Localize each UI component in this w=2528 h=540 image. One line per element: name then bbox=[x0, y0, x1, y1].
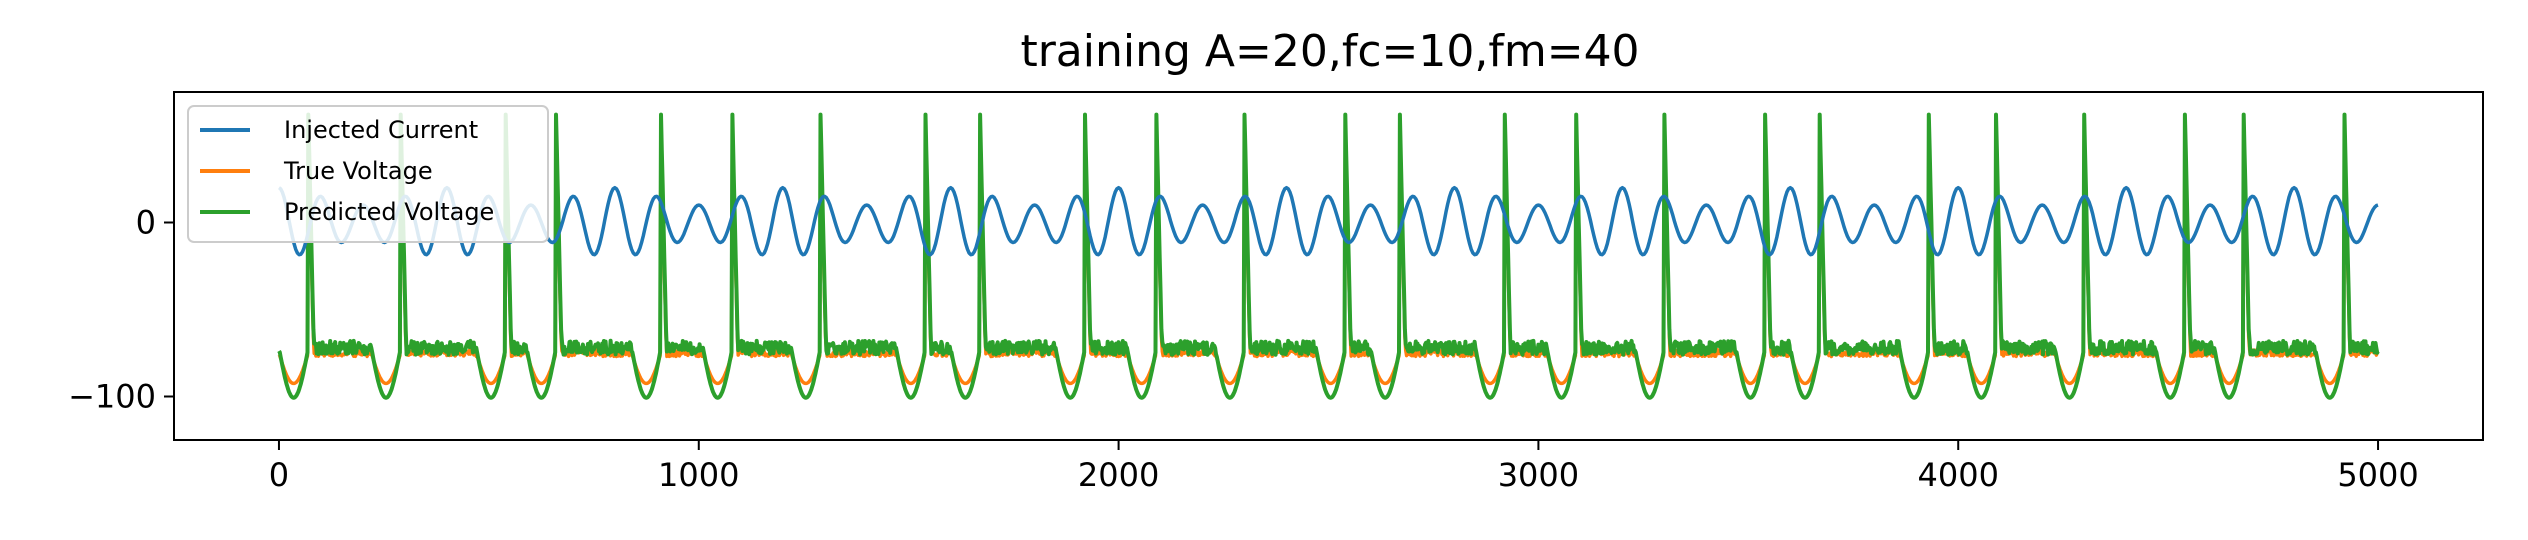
y-tick-label: −100 bbox=[68, 378, 156, 416]
plot-frame bbox=[173, 91, 2484, 441]
chart-title: training A=20,fc=10,fm=40 bbox=[1020, 26, 1639, 77]
legend: Injected Current True Voltage Predicted Vo… bbox=[187, 105, 549, 243]
x-tick-label: 5000 bbox=[2337, 456, 2418, 494]
legend-label: Injected Current bbox=[284, 116, 478, 144]
x-tick-label: 0 bbox=[269, 456, 289, 494]
series-line-injected-current bbox=[278, 185, 2379, 257]
legend-label: Predicted Voltage bbox=[284, 198, 494, 226]
x-tick-label: 1000 bbox=[658, 456, 739, 494]
x-tick-label: 2000 bbox=[1078, 456, 1159, 494]
legend-frame bbox=[187, 105, 549, 243]
y-axis: 0 −100 bbox=[68, 204, 174, 416]
series-line-predicted-voltage bbox=[277, 112, 2380, 400]
x-tick-label: 3000 bbox=[1498, 456, 1579, 494]
x-tick-label: 4000 bbox=[1918, 456, 1999, 494]
legend-label: True Voltage bbox=[283, 157, 433, 185]
x-axis: 0 1000 2000 3000 4000 5000 bbox=[269, 440, 2419, 494]
y-tick-label: 0 bbox=[136, 204, 156, 242]
series-layer bbox=[277, 112, 2380, 400]
